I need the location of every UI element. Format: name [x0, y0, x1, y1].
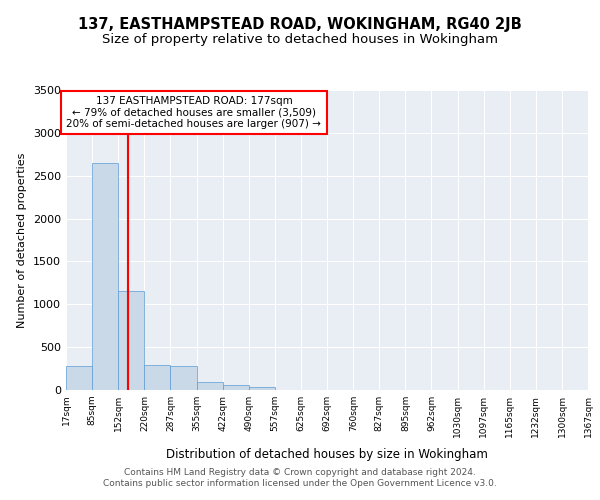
Bar: [66, 366, 92, 390]
Bar: [223, 385, 249, 390]
Bar: [249, 386, 275, 390]
Bar: [170, 366, 197, 390]
Text: 137 EASTHAMPSTEAD ROAD: 177sqm
← 79% of detached houses are smaller (3,509)
20% : 137 EASTHAMPSTEAD ROAD: 177sqm ← 79% of …: [67, 96, 322, 129]
Text: Contains HM Land Registry data © Crown copyright and database right 2024.
Contai: Contains HM Land Registry data © Crown c…: [103, 468, 497, 487]
Text: Size of property relative to detached houses in Wokingham: Size of property relative to detached ho…: [102, 32, 498, 46]
Y-axis label: Number of detached properties: Number of detached properties: [17, 152, 28, 328]
X-axis label: Distribution of detached houses by size in Wokingham: Distribution of detached houses by size …: [166, 448, 488, 461]
Bar: [145, 365, 170, 390]
Text: 137, EASTHAMPSTEAD ROAD, WOKINGHAM, RG40 2JB: 137, EASTHAMPSTEAD ROAD, WOKINGHAM, RG40…: [78, 18, 522, 32]
Bar: [92, 163, 118, 390]
Bar: [197, 382, 223, 390]
Bar: [118, 292, 145, 390]
